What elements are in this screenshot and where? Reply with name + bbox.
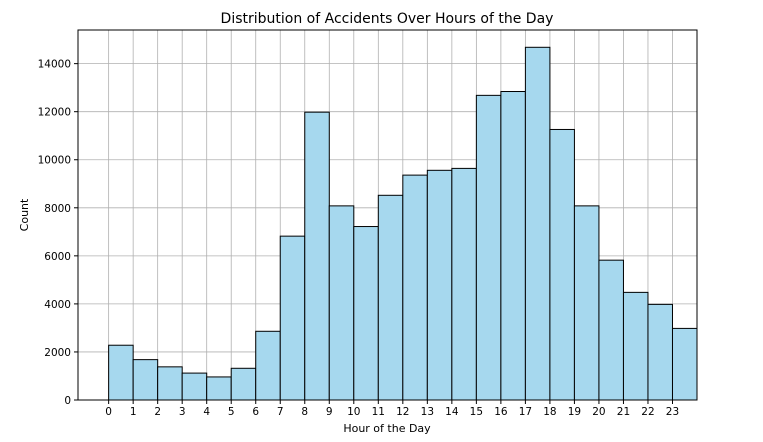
y-tick-label: 0 (64, 395, 71, 407)
bar-hour-0 (108, 344, 134, 401)
bar-hour-14 (451, 167, 477, 401)
y-tick-label: 12000 (38, 107, 71, 119)
bar-hour-7 (279, 235, 306, 401)
bar-hour-22 (647, 303, 673, 401)
bar-hour-21 (622, 291, 649, 401)
x-axis-label: Hour of the Day (343, 422, 431, 435)
y-tick-label: 6000 (44, 251, 71, 263)
x-tick-label: 19 (568, 406, 581, 418)
y-tick-label: 2000 (44, 347, 71, 359)
y-axis-label: Count (18, 198, 31, 231)
x-tick-label: 9 (326, 406, 333, 418)
bar-hour-11 (377, 194, 404, 401)
x-tick-label: 5 (228, 406, 235, 418)
bar-hour-9 (328, 205, 355, 401)
x-tick-label: 4 (203, 406, 210, 418)
y-tick-label: 4000 (44, 299, 71, 311)
y-tick-label: 8000 (44, 203, 71, 215)
bar-hour-5 (230, 367, 257, 401)
chart-title: Distribution of Accidents Over Hours of … (221, 11, 554, 27)
y-tick-label: 10000 (38, 155, 71, 167)
x-tick-label: 10 (347, 406, 360, 418)
bar-hour-2 (157, 366, 183, 401)
x-tick-label: 15 (470, 406, 483, 418)
x-tick-label: 6 (252, 406, 259, 418)
x-tick-label: 13 (421, 406, 434, 418)
x-tick-label: 8 (301, 406, 308, 418)
x-tick-label: 20 (592, 406, 605, 418)
bar-hour-6 (255, 330, 281, 401)
bar-hour-13 (426, 169, 453, 401)
plot-frame (77, 29, 698, 401)
x-tick-label: 2 (154, 406, 161, 418)
bar-hour-10 (353, 226, 379, 401)
bar-hour-3 (181, 372, 208, 401)
x-tick-label: 0 (105, 406, 112, 418)
bar-hour-8 (304, 111, 330, 401)
bar-hour-15 (475, 94, 502, 401)
bar-hour-23 (671, 327, 698, 401)
x-tick-label: 17 (519, 406, 532, 418)
x-tick-label: 11 (372, 406, 385, 418)
bar-hour-12 (402, 174, 428, 401)
x-tick-label: 16 (494, 406, 508, 418)
bar-hour-1 (132, 359, 159, 401)
x-tick-label: 12 (396, 406, 409, 418)
axis-ticks: 0 1 2 3 4 5 6 7 8 9 10 11 12 13 14 15 16 17 18 19 20 21 22 2302… (38, 59, 680, 418)
bar-hour-18 (549, 128, 575, 401)
x-tick-label: 22 (641, 406, 654, 418)
bar-hour-16 (500, 91, 526, 401)
bars (108, 46, 698, 401)
x-tick-label: 18 (543, 406, 556, 418)
bar-hour-19 (573, 205, 600, 401)
x-tick-label: 14 (445, 406, 459, 418)
bar-hour-17 (524, 46, 551, 401)
x-tick-label: 3 (179, 406, 186, 418)
bar-hour-20 (598, 259, 624, 401)
x-tick-label: 7 (277, 406, 284, 418)
x-tick-label: 1 (130, 406, 137, 418)
bar-hour-4 (206, 376, 232, 401)
y-tick-label: 14000 (38, 59, 71, 71)
x-tick-label: 21 (617, 406, 630, 418)
x-tick-label: 23 (666, 406, 679, 418)
